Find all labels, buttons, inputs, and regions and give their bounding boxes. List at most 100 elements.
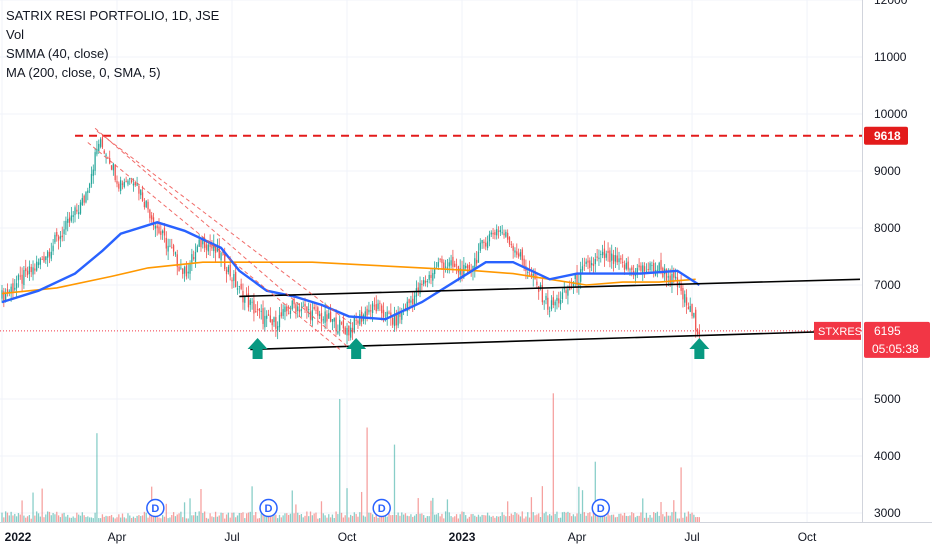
volume-bar [136, 515, 138, 522]
volume-bar [465, 515, 467, 522]
time-axis-bg [0, 522, 932, 550]
volume-bar [609, 515, 611, 522]
candle-body [406, 301, 408, 312]
candle-body [68, 217, 71, 223]
volume-bar [410, 514, 412, 522]
candle-body [485, 242, 487, 247]
volume-bar [653, 512, 655, 522]
volume-bar [514, 512, 516, 522]
volume-bar [448, 512, 450, 522]
candle-body [185, 265, 188, 277]
volume-bar [481, 514, 483, 522]
candle-body [194, 252, 197, 263]
up-arrow-icon [346, 338, 367, 359]
candle-body [136, 183, 138, 186]
volume-bar [99, 518, 102, 522]
volume-bar [432, 497, 434, 522]
candle-body [444, 266, 447, 268]
volume-bar [313, 513, 315, 522]
legend-symbol[interactable]: SATRIX RESI PORTFOLIO, 1D, JSE [6, 8, 220, 23]
volume-bar [390, 515, 392, 522]
volume-bar [165, 503, 167, 522]
candle-body [556, 297, 558, 301]
price-axis[interactable]: 12000 11000 10000 9000 8000 7000 5000 4000 3000 9… [814, 0, 932, 550]
candle-body [554, 301, 556, 306]
legend-smma[interactable]: SMMA (40, close) [6, 46, 109, 61]
candle-body [37, 262, 40, 266]
candle-body [258, 308, 261, 311]
volume-bar [503, 514, 505, 522]
candle-body [501, 232, 503, 234]
volume-bar [59, 517, 62, 522]
volume-bar [348, 517, 350, 522]
volume-bar [32, 492, 34, 522]
candle-body [417, 287, 419, 293]
dividend-label: D [597, 503, 605, 515]
volume-bar [665, 511, 668, 522]
volume-bar [558, 517, 560, 522]
volume-bar [182, 517, 184, 522]
time-tick-label: Jul [684, 530, 699, 544]
volume-bar [289, 513, 292, 522]
candle-body [245, 294, 248, 296]
volume-bar [501, 512, 503, 522]
candle-body [5, 292, 7, 302]
candle-body [521, 249, 523, 261]
volume-bar [253, 515, 255, 522]
volume-bar [12, 515, 14, 522]
candle-body [550, 300, 553, 310]
volume-bar [229, 517, 231, 522]
candle-body [174, 252, 177, 255]
candle-body [213, 243, 215, 252]
volume-bar [50, 515, 52, 522]
dividend-circle [146, 498, 165, 518]
candle-body [302, 305, 304, 307]
volume-bar [98, 518, 100, 522]
candle-body [110, 165, 113, 170]
legend-ma[interactable]: MA (200, close, 0, SMA, 5) [6, 65, 161, 80]
candle-body [333, 318, 335, 322]
candle-body [364, 311, 366, 317]
volume-bar [76, 512, 78, 522]
candle-body [15, 283, 18, 289]
candle-body [293, 298, 295, 305]
volume-bar [271, 516, 273, 522]
candle-body [486, 241, 489, 249]
candle-body [92, 169, 94, 176]
volume-bar [470, 514, 472, 522]
candle-body [395, 313, 397, 326]
volume-bar [342, 517, 345, 522]
candle-body [214, 246, 217, 253]
volume-bar [671, 512, 673, 522]
volume-bar [191, 515, 193, 522]
volume-bar [103, 516, 105, 522]
volume-bar [34, 515, 36, 522]
volume-bar [413, 515, 416, 522]
volume-bar [368, 512, 370, 522]
volume-bar [519, 516, 522, 522]
candle-body [519, 252, 522, 257]
volume-bar [331, 514, 334, 522]
candle-body [130, 180, 133, 183]
volume-bar [399, 515, 401, 522]
candle-body [141, 192, 144, 202]
smma-40-line [1, 221, 701, 321]
volume-bar [171, 515, 173, 522]
volume-bar [382, 514, 385, 522]
volume-bar [140, 516, 142, 522]
candle-body [45, 256, 47, 261]
time-axis[interactable]: 2022 Apr Jul Oct 2023 Apr Jul Oct [0, 522, 932, 550]
price-tick-label: 7000 [874, 278, 901, 292]
candle-body [304, 303, 306, 307]
candle-body [200, 239, 202, 248]
volume-bar [284, 513, 286, 522]
volume-bar [578, 486, 580, 522]
candle-body [295, 304, 297, 313]
candle-body [324, 311, 326, 323]
candle-body [510, 244, 512, 246]
dividend-marker: D [259, 498, 278, 518]
candle-body [50, 251, 52, 259]
legend-volume[interactable]: Vol [6, 27, 25, 42]
volume-bar [116, 517, 118, 522]
